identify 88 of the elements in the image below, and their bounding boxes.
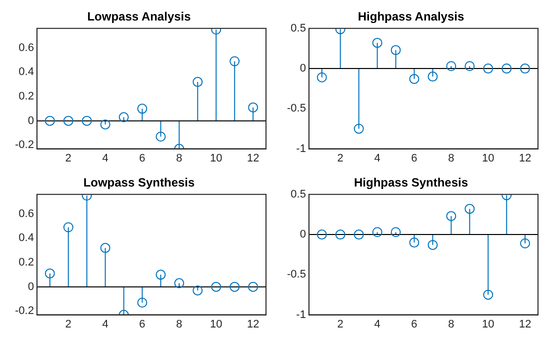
point [44,268,55,278]
x-tick-label: 8 [176,318,182,330]
point [483,290,494,300]
point [137,104,148,114]
y-tick-label: -0.2 [14,305,34,318]
point [156,270,166,280]
y-tick-label: 0 [28,280,34,293]
x-tick-label: 8 [448,152,454,164]
point [428,72,438,82]
point [428,240,438,250]
x-tick-label: 2 [65,318,72,330]
point [335,230,346,240]
x-tick-label: 10 [210,318,222,330]
point [446,61,456,72]
chart-title: Lowpass Analysis [87,10,192,24]
point [316,72,327,82]
point [44,116,55,126]
point [390,45,401,56]
point [464,61,475,72]
point [354,124,364,134]
y-tick-label: 0.4 [18,232,34,244]
point [372,38,382,48]
x-tick-label: 6 [411,152,418,164]
point [137,298,148,308]
x-tick-label: 10 [482,318,494,330]
point [464,204,475,214]
x-tick-label: 12 [518,152,532,164]
x-tick-label: 12 [246,152,260,164]
x-tick-label: 6 [139,152,146,164]
x-tick-label: 6 [411,318,418,330]
y-tick-label: 0.5 [290,22,306,34]
point [354,230,364,240]
x-tick-label: 8 [176,152,182,164]
point [372,227,382,238]
point [409,238,420,248]
x-tick-label: 2 [337,152,344,164]
x-tick-label: 10 [210,152,222,164]
x-tick-label: 4 [102,318,108,330]
x-tick-label: 4 [102,152,108,164]
point [390,227,401,238]
point [82,116,92,126]
point [192,76,203,87]
point [520,64,530,74]
point [502,64,512,74]
point [230,56,240,66]
chart-title: Lowpass Synthesis [83,176,196,190]
x-tick-label: 6 [139,318,146,330]
point [446,211,456,222]
y-tick-label: -0.5 [286,102,306,115]
point [230,282,240,292]
y-tick-label: -1 [296,142,306,155]
point [192,285,203,296]
point [174,278,184,288]
point [409,74,420,84]
y-tick-label: -1 [296,308,306,321]
y-tick-label: -0.5 [286,268,306,281]
point [211,282,222,292]
point [63,222,74,232]
x-tick-label: 4 [374,152,380,164]
y-tick-label: 0.2 [18,90,34,103]
x-tick-label: 12 [246,318,260,330]
y-tick-label: 0.6 [18,42,34,54]
x-tick-label: 4 [374,318,380,330]
y-tick-label: 0.4 [18,66,34,78]
point [100,242,110,253]
y-tick-label: 0 [300,62,306,75]
y-tick-label: 0.5 [290,188,306,200]
y-tick-label: 0.2 [18,256,34,269]
point [248,102,258,112]
point [100,119,110,130]
point [316,230,327,240]
x-tick-label: 12 [518,318,532,330]
point [63,116,74,126]
point [483,64,494,74]
x-tick-label: 2 [337,318,344,330]
x-tick-label: 8 [448,318,454,330]
y-tick-label: 0 [28,114,34,127]
point [156,132,166,142]
point [118,112,129,122]
y-tick-label: -0.2 [14,139,34,152]
point [520,238,530,248]
y-tick-label: 0.6 [18,208,34,220]
chart-title: Highpass Analysis [358,10,464,24]
x-tick-label: 2 [65,152,72,164]
point [248,282,258,292]
x-tick-label: 10 [482,152,494,164]
y-tick-label: 0 [300,228,306,241]
chart-title: Highpass Synthesis [354,176,468,190]
